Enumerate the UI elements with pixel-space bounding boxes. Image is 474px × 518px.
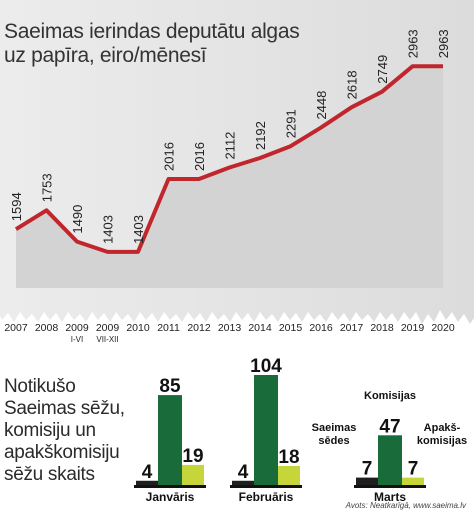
sessions-title-line-1: Notikušo (4, 376, 76, 397)
value-label: 2112 (223, 132, 238, 160)
bar (278, 465, 300, 485)
x-tick-label: 2008 (35, 322, 59, 334)
x-tick-label: 2009 (65, 322, 89, 334)
group-baseline (230, 485, 302, 488)
salary-chart: 1594 1753 1490 1403 1403 2016 2016 2112 2192 2291… (0, 0, 474, 344)
value-label: 1403 (101, 215, 116, 244)
chart-title: Saeimas ierindas deputātu algas uz papīr… (4, 20, 300, 68)
value-label: 2618 (345, 70, 360, 99)
value-label: 2016 (192, 142, 207, 171)
x-tick-label: 2011 (157, 322, 180, 334)
bar (402, 477, 424, 485)
value-label: 2963 (406, 29, 421, 58)
bar-value-label: 19 (182, 446, 203, 467)
month-label: Marts (374, 490, 406, 504)
x-tick-label: 2018 (370, 322, 394, 334)
bar (254, 375, 278, 485)
bar-value-label: 85 (159, 376, 181, 397)
value-label: 1594 (9, 192, 24, 221)
bar-value-label: 7 (408, 459, 419, 480)
legend-label-komisijas: Komisijas (364, 390, 416, 402)
legend-label-apaksk: komisijas (417, 435, 467, 447)
x-tick-label: 2009 (96, 322, 120, 334)
x-tick-label: 2016 (309, 322, 333, 334)
month-label: Februāris (239, 490, 294, 504)
bar (182, 464, 204, 485)
value-label: 1403 (131, 215, 146, 244)
bar (158, 395, 182, 485)
bar-value-label: 7 (362, 459, 373, 480)
bar-value-label: 4 (142, 462, 153, 483)
group-baseline (134, 485, 206, 488)
chart-title-line-1: Saeimas ierindas deputātu algas (4, 20, 300, 43)
x-tick-label: 2012 (187, 322, 211, 334)
value-label: 2749 (375, 55, 390, 84)
value-label: 1753 (40, 173, 55, 202)
bar (232, 480, 254, 485)
x-tick-label: 2017 (340, 322, 364, 334)
sessions-title-line-2: Saeimas sēžu, (4, 398, 125, 419)
x-tick-label: 2010 (126, 322, 150, 334)
line-area (16, 66, 443, 288)
sessions-chart: 4 85 19 Janvāris 4 104 18 Februāris 7 47 7 Marts Sae… (0, 345, 474, 513)
chart-title-line-2: uz papīra, eiro/mēnesī (4, 44, 207, 67)
sessions-title-line-5: sēžu skaits (4, 464, 95, 485)
bar (378, 435, 402, 485)
value-label: 2291 (284, 109, 299, 138)
x-tick-label: 2007 (4, 322, 28, 334)
sessions-title-line-3: komisiju un (4, 420, 96, 441)
x-tick-sublabel: VII-XII (96, 335, 118, 344)
bar-value-label: 18 (278, 447, 299, 468)
bar (136, 480, 158, 485)
value-label: 2963 (436, 29, 451, 58)
value-label: 2448 (314, 91, 329, 120)
legend-label-sedes: sēdes (318, 435, 349, 447)
x-tick-label: 2013 (218, 322, 242, 334)
x-tick-label: 2019 (401, 322, 425, 334)
legend-label-sedes: Saeimas (312, 422, 357, 434)
sessions-title-line-4: apakškomisiju (4, 442, 120, 463)
value-label: 2192 (253, 121, 268, 150)
value-label: 2016 (162, 142, 177, 171)
bar-value-label: 104 (250, 356, 282, 377)
month-label: Janvāris (146, 490, 195, 504)
salary-line (14, 64, 443, 254)
x-tick-label: 2020 (431, 322, 455, 334)
bar-value-label: 4 (238, 462, 249, 483)
bar (356, 477, 378, 485)
bar-value-label: 47 (379, 416, 400, 437)
value-label: 1490 (70, 205, 85, 234)
sessions-title: Notikušo Saeimas sēžu, komisiju un apakš… (4, 376, 125, 486)
group-baseline (354, 485, 426, 488)
salary-line-chart: 1594 1753 1490 1403 1403 2016 2016 2112 2192 2291… (0, 0, 474, 344)
x-tick-label: 2014 (248, 322, 272, 334)
source-note: Avots: Neatkarīgā, www.saeima.lv (345, 501, 466, 510)
legend-label-apaksk: Apakš- (424, 422, 461, 434)
x-tick-sublabel: I-VI (71, 335, 83, 344)
x-tick-label: 2015 (279, 322, 303, 334)
